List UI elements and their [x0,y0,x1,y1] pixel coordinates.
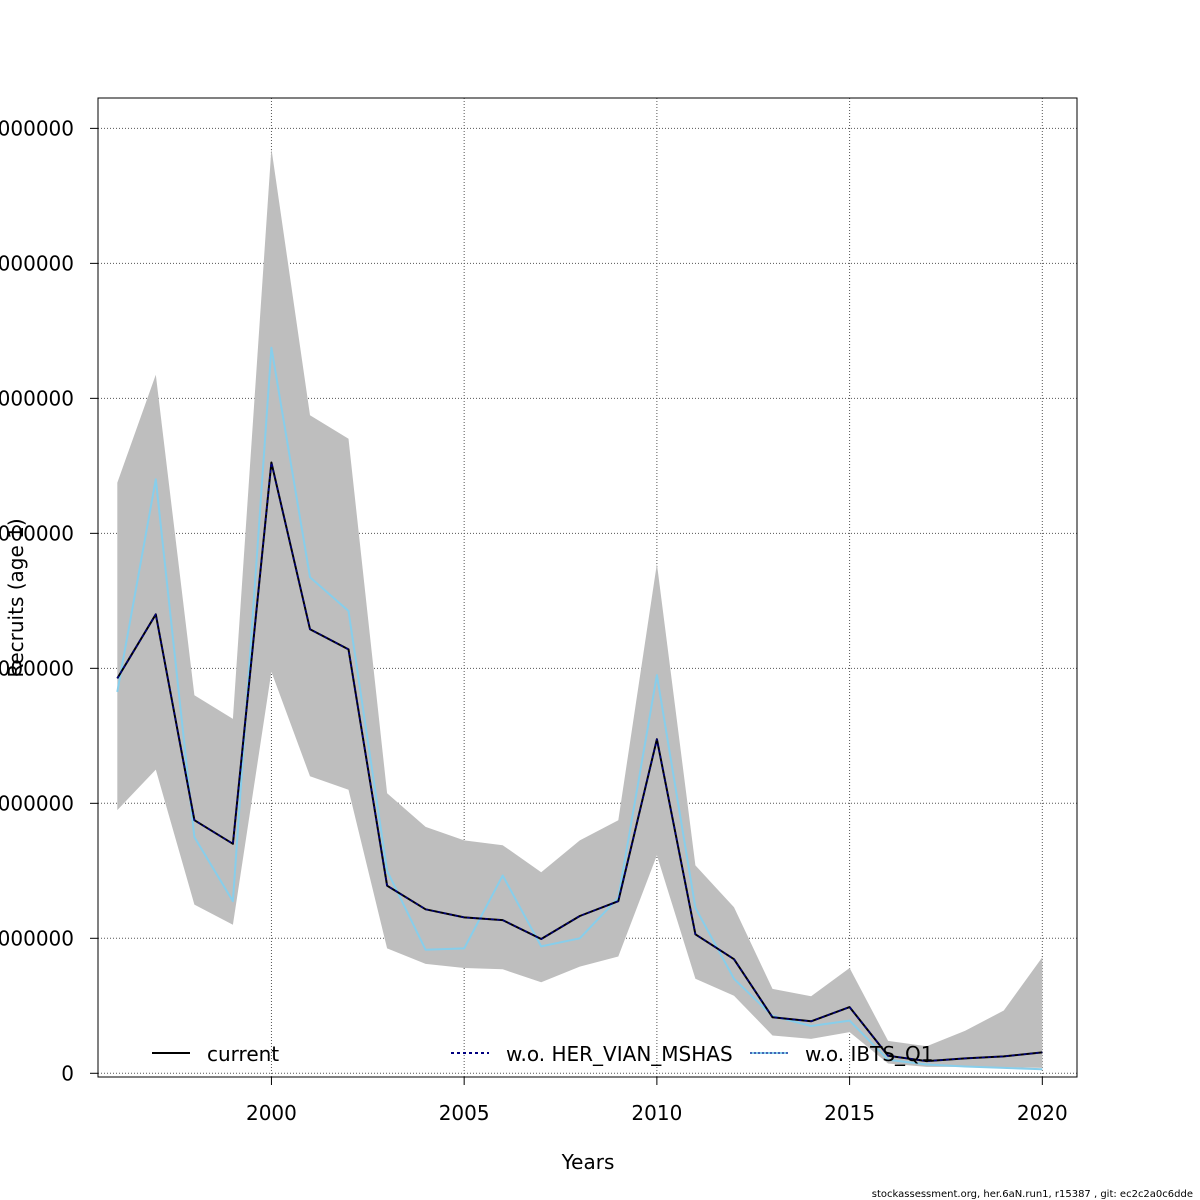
x-tick-label-2015: 2015 [824,1101,875,1125]
confidence-band [117,148,1043,1068]
plot-frame [97,97,1078,1078]
legend-label-wo-ibts-q1: w.o. IBTS_Q1 [805,1042,933,1066]
y-tick-label-10000000: 10000000 [0,386,74,410]
series-line-w-o-ibts-q1 [116,346,1043,1071]
legend-label-current: current [207,1042,279,1066]
y-axis-title: Recruits (age 1) [4,518,28,677]
confidence-band-layer [117,148,1043,1068]
x-tick-label-2005: 2005 [439,1101,490,1125]
y-tick-label-6000000: 6000000 [0,656,74,680]
x-axis-title: Years [561,1150,615,1174]
x-tick-label-2000: 2000 [246,1101,297,1125]
y-tick-label-0: 0 [61,1061,74,1085]
y-tick-label-14000000: 14000000 [0,116,74,140]
footer-credit: stockassessment.org, her.6aN.run1, r1538… [872,1189,1193,1200]
series-layer [116,346,1043,1071]
legend: current w.o. HER_VIAN_MSHAS w.o. IBTS_Q1 [152,1042,933,1066]
x-axis: 2000 2005 2010 2015 2020 [246,1077,1068,1125]
y-tick-label-12000000: 12000000 [0,251,74,275]
y-tick-label-4000000: 4000000 [0,791,74,815]
legend-label-wo-her-vian-mshas: w.o. HER_VIAN_MSHAS [506,1042,733,1066]
y-tick-label-8000000: 8000000 [0,521,74,545]
x-tick-label-2010: 2010 [631,1101,682,1125]
x-tick-label-2020: 2020 [1017,1101,1068,1125]
series-line-w-o-her-vian-mshas [116,461,1043,1062]
